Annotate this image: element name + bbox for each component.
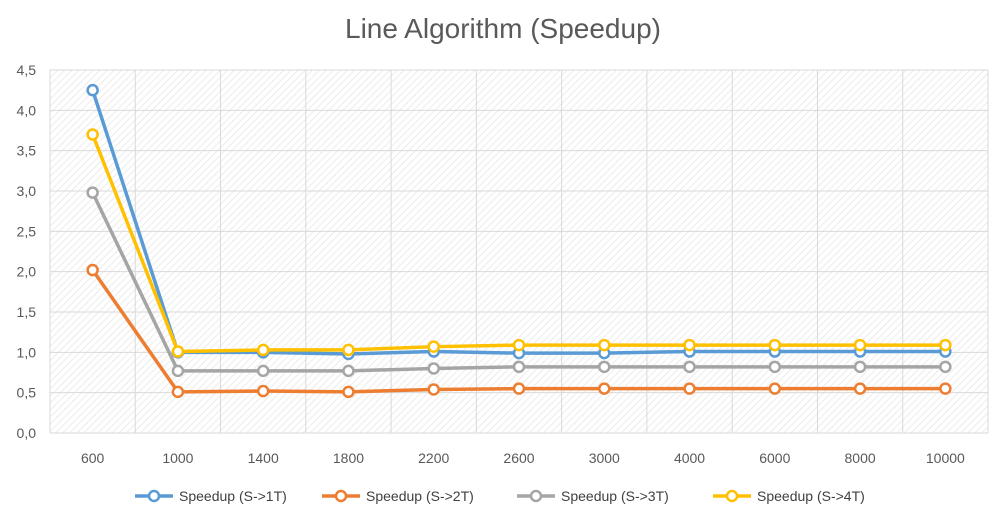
series-3 [86, 186, 952, 378]
data-point [853, 382, 867, 395]
data-point [256, 364, 270, 378]
chart-title: Line Algorithm (Speedup) [345, 13, 661, 44]
x-tick-label: 8000 [845, 450, 876, 466]
data-point [342, 364, 355, 378]
legend: Speedup (S->1T) Speedup (S->2T) Speedup (S… [135, 488, 865, 504]
y-tick-label: 3,5 [17, 143, 37, 159]
y-tick-label: 0,0 [17, 425, 37, 441]
x-tick-label: 3000 [589, 450, 620, 466]
data-point [512, 360, 526, 374]
y-tick-label: 0,5 [17, 385, 37, 401]
data-point [171, 364, 185, 378]
x-tick-label: 2200 [418, 450, 449, 466]
y-tick-label: 2,5 [17, 223, 37, 239]
series-layer [86, 83, 952, 399]
legend-item: Speedup (S->1T) [135, 488, 287, 504]
x-tick-label: 1400 [248, 450, 279, 466]
y-tick-label: 1,5 [17, 304, 37, 320]
data-point [683, 382, 696, 395]
x-tick-label: 1800 [333, 450, 364, 466]
data-point [86, 263, 99, 277]
data-point [939, 338, 952, 352]
legend-label: Speedup (S->4T) [757, 488, 865, 504]
x-tick-label: 1000 [162, 450, 193, 466]
data-point [86, 128, 99, 141]
data-point [342, 385, 355, 399]
legend-marker [529, 489, 543, 503]
legend-label: Speedup (S->3T) [561, 488, 669, 504]
legend-item: Speedup (S->3T) [517, 488, 669, 504]
y-tick-label: 4,5 [17, 62, 37, 78]
data-point [427, 383, 440, 396]
data-point [683, 338, 696, 352]
plot-area-background [50, 70, 988, 433]
data-point [768, 338, 782, 352]
data-point [427, 362, 440, 375]
x-axis: 600 1000 1400 1800 2200 2600 3000 4000 6000 8000 1… [81, 450, 965, 466]
y-tick-label: 2,0 [17, 264, 37, 280]
legend-item: Speedup (S->4T) [713, 488, 865, 504]
legend-item: Speedup (S->2T) [322, 488, 474, 504]
legend-marker [147, 489, 161, 503]
data-point [683, 360, 696, 374]
data-point [768, 382, 782, 395]
y-tick-label: 4,0 [17, 102, 37, 118]
data-point [171, 385, 185, 399]
data-point [939, 360, 952, 374]
data-point [512, 382, 526, 395]
data-point [512, 338, 526, 352]
x-tick-label: 6000 [759, 450, 790, 466]
x-tick-label: 10000 [926, 450, 965, 466]
y-axis: 0,0 0,5 1,0 1,5 2,0 2,5 3,0 3,5 4,0 4,5 [17, 62, 37, 441]
legend-marker [725, 489, 739, 503]
data-point [598, 338, 611, 352]
legend-label: Speedup (S->1T) [179, 488, 287, 504]
data-point [768, 360, 782, 374]
legend-label: Speedup (S->2T) [366, 488, 474, 504]
x-tick-label: 2600 [503, 450, 534, 466]
data-point [256, 343, 270, 357]
data-point [853, 360, 867, 374]
data-point [86, 186, 99, 199]
y-tick-label: 3,0 [17, 183, 37, 199]
series-4 [86, 128, 952, 358]
data-point [342, 343, 355, 357]
data-point [256, 384, 270, 398]
y-tick-label: 1,0 [17, 344, 37, 360]
data-point [598, 382, 611, 395]
data-point [598, 360, 611, 374]
data-point [171, 345, 185, 358]
x-tick-label: 600 [81, 450, 105, 466]
data-point [853, 338, 867, 352]
data-point [427, 340, 440, 353]
legend-marker [334, 489, 348, 503]
series-2 [86, 263, 952, 399]
x-tick-label: 4000 [674, 450, 705, 466]
data-point [86, 83, 99, 97]
data-point [939, 382, 952, 395]
